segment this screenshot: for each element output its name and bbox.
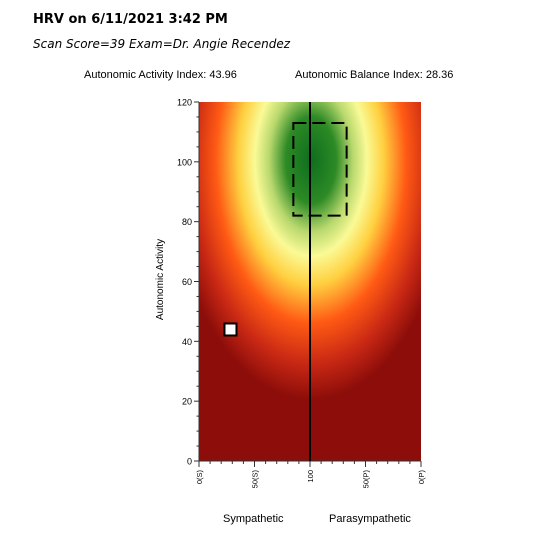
x-tick-label: 100 — [306, 470, 315, 483]
activity-index-label: Autonomic Activity Index: 43.96 — [84, 69, 237, 81]
y-axis-label: Autonomic Activity — [155, 239, 166, 320]
x-tick-label: 50(P) — [362, 470, 371, 489]
y-tick-label: 40 — [182, 337, 192, 347]
y-tick-label: 0 — [187, 457, 192, 467]
x-tick-label: 0(P) — [417, 470, 426, 485]
x-tick-label: 50(S) — [251, 470, 260, 489]
chart-title: HRV on 6/11/2021 3:42 PM — [33, 12, 228, 27]
target-region-box — [292, 121, 348, 217]
chart-subtitle: Scan Score=39 Exam=Dr. Angie Recendez — [33, 37, 291, 51]
balance-index-label: Autonomic Balance Index: 28.36 — [295, 69, 454, 81]
y-tick-label: 20 — [182, 397, 192, 407]
data-point-marker — [223, 322, 238, 337]
y-tick-label: 100 — [177, 157, 192, 167]
x-label-sympathetic: Sympathetic — [223, 513, 284, 525]
y-tick-label: 80 — [182, 217, 192, 227]
axes: 0 20 40 60 80 100 120 0(S) 50(S) 100 50(P) 0(P) — [177, 98, 426, 489]
y-tick-label: 60 — [182, 277, 192, 287]
x-tick-label: 0(S) — [195, 470, 204, 485]
y-tick-label: 120 — [177, 98, 192, 108]
x-label-parasympathetic: Parasympathetic — [329, 513, 411, 525]
